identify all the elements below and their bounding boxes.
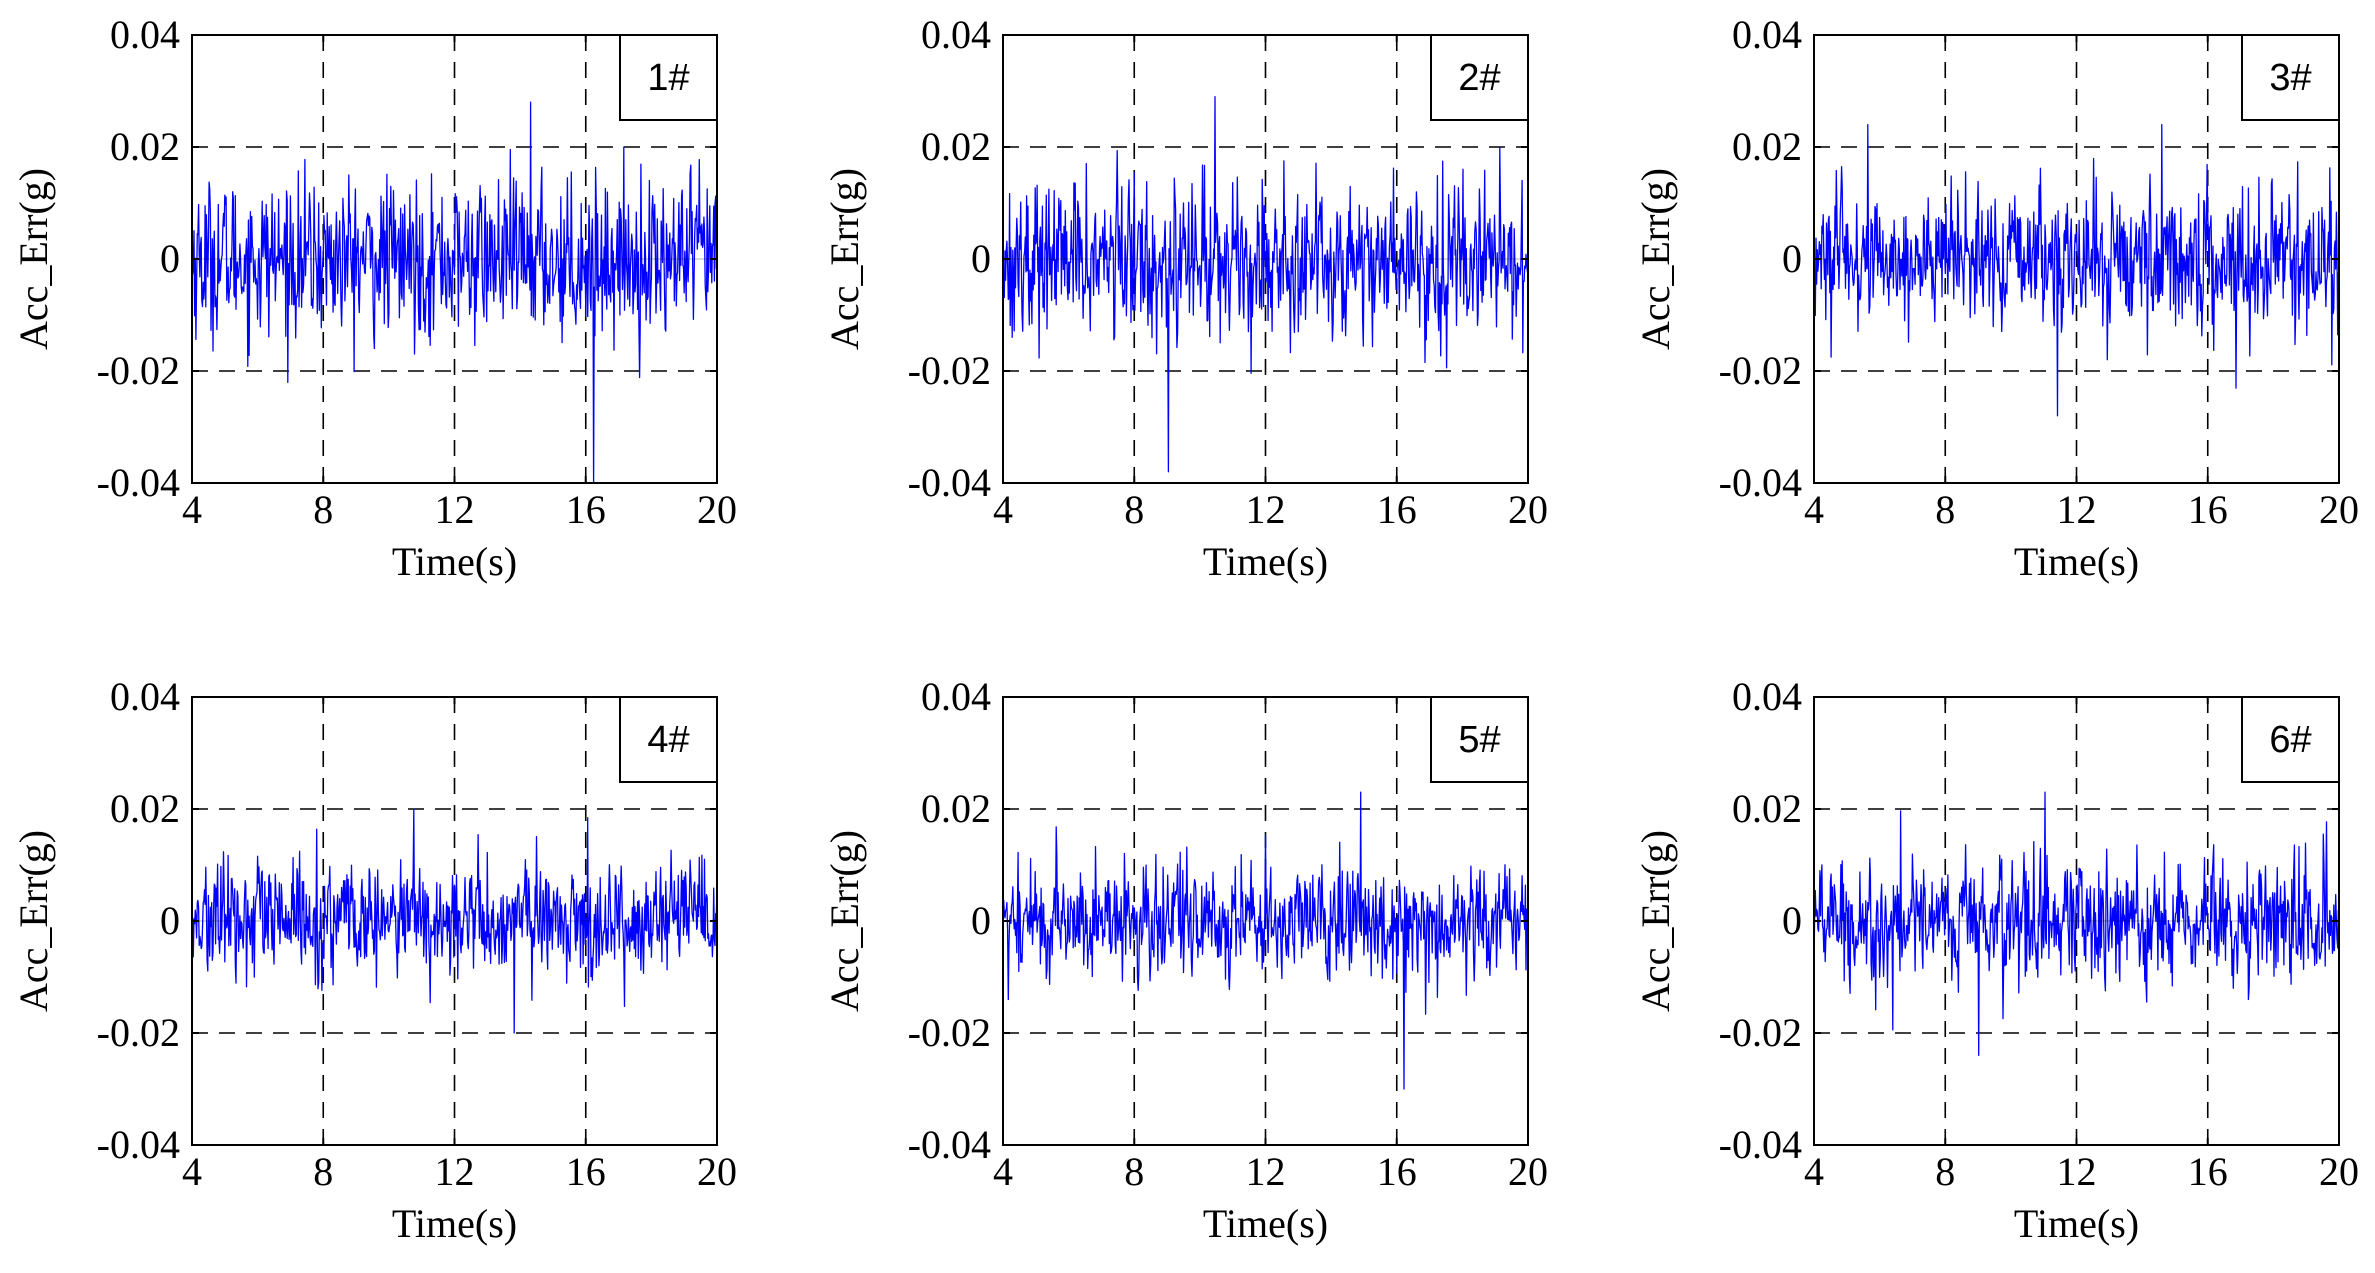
- y-tick-label: 0.02: [110, 124, 180, 169]
- y-tick-label: -0.02: [97, 1010, 180, 1055]
- x-tick-label: 16: [2188, 487, 2228, 532]
- panel-tag-label: 5#: [1458, 719, 1500, 761]
- x-tick-label: 8: [1124, 1149, 1144, 1194]
- y-tick-label: -0.02: [1719, 348, 1802, 393]
- y-tick-label: 0: [1782, 898, 1802, 943]
- panel-tag-label: 2#: [1458, 57, 1500, 99]
- y-tick-label: 0.02: [921, 786, 991, 831]
- panel-tag-box: [2241, 696, 2340, 783]
- data-series-line: [1002, 95, 1529, 473]
- y-tick-label: 0.04: [1732, 674, 1802, 719]
- panel-5: 4 8 12 16 20 -0.04 -0.02 0 0.02 0.04 Time(s) Acc_Er…: [822, 674, 1548, 1246]
- y-tick-label: 0.04: [110, 674, 180, 719]
- x-tick-label: 20: [1508, 1149, 1548, 1194]
- x-tick-label: 4: [182, 1149, 202, 1194]
- y-tick-label: -0.04: [97, 1122, 180, 1167]
- y-tick-label: 0.04: [110, 12, 180, 57]
- y-tick-label: 0.04: [921, 12, 991, 57]
- y-tick-label: 0.02: [1732, 124, 1802, 169]
- y-tick-label: -0.04: [1719, 460, 1802, 505]
- panel-3: 4 8 12 16 20 -0.04 -0.02 0 0.02 0.04 Time(s) Acc_Er…: [1633, 12, 2359, 584]
- y-tick-label: 0: [971, 236, 991, 281]
- data-series-line: [1813, 123, 2340, 417]
- x-tick-label: 12: [2057, 1149, 2097, 1194]
- x-tick-label: 4: [1804, 1149, 1824, 1194]
- panel-tag-label: 4#: [647, 719, 689, 761]
- y-tick-label: -0.02: [97, 348, 180, 393]
- y-axis-label: Acc_Err(g): [11, 830, 56, 1012]
- y-tick-label: 0.02: [921, 124, 991, 169]
- y-tick-label: 0.04: [1732, 12, 1802, 57]
- y-tick-label: -0.04: [97, 460, 180, 505]
- x-tick-label: 20: [2319, 487, 2359, 532]
- panel-tag-box: [1430, 34, 1529, 121]
- x-tick-label: 8: [313, 1149, 333, 1194]
- y-tick-label: 0.02: [1732, 786, 1802, 831]
- data-series-line: [191, 808, 718, 1034]
- x-axis-label: Time(s): [2014, 1201, 2139, 1246]
- y-tick-label: -0.02: [908, 348, 991, 393]
- panel-2: 4 8 12 16 20 -0.04 -0.02 0 0.02 0.04 Time(s) Acc_Er…: [822, 12, 1548, 584]
- x-tick-label: 12: [435, 1149, 475, 1194]
- x-axis-label: Time(s): [1203, 539, 1328, 584]
- panel-6: 4 8 12 16 20 -0.04 -0.02 0 0.02 0.04 Time(s) Acc_Er…: [1633, 674, 2359, 1246]
- x-tick-label: 4: [182, 487, 202, 532]
- x-axis-label: Time(s): [392, 1201, 517, 1246]
- y-axis-label: Acc_Err(g): [1633, 830, 1678, 1012]
- data-series-line: [1813, 791, 2340, 1057]
- y-axis-label: Acc_Err(g): [822, 830, 867, 1012]
- x-tick-label: 4: [1804, 487, 1824, 532]
- x-tick-label: 4: [993, 1149, 1013, 1194]
- y-tick-label: -0.02: [908, 1010, 991, 1055]
- x-tick-label: 12: [1246, 487, 1286, 532]
- y-tick-label: -0.02: [1719, 1010, 1802, 1055]
- x-tick-label: 8: [1124, 487, 1144, 532]
- x-tick-label: 4: [993, 487, 1013, 532]
- y-tick-label: -0.04: [908, 460, 991, 505]
- y-tick-label: 0: [971, 898, 991, 943]
- panel-1: 4 8 12 16 20 -0.04 -0.02 0 0.02 0.04 Time(s) Acc_Er…: [11, 12, 737, 584]
- x-tick-label: 16: [2188, 1149, 2228, 1194]
- x-tick-label: 16: [566, 487, 606, 532]
- y-tick-label: 0: [160, 236, 180, 281]
- y-tick-label: 0: [1782, 236, 1802, 281]
- panel-4: 4 8 12 16 20 -0.04 -0.02 0 0.02 0.04 Time(s) Acc_Er…: [11, 674, 737, 1246]
- panel-tag-label: 1#: [647, 57, 689, 99]
- y-axis-label: Acc_Err(g): [1633, 168, 1678, 350]
- data-series-line: [1002, 791, 1529, 1090]
- x-tick-label: 8: [313, 487, 333, 532]
- x-axis-label: Time(s): [1203, 1201, 1328, 1246]
- panel-tag-box: [2241, 34, 2340, 121]
- data-series-line: [191, 101, 718, 484]
- panel-tag-box: [619, 34, 718, 121]
- x-tick-label: 12: [435, 487, 475, 532]
- panel-tag-label: 6#: [2269, 719, 2311, 761]
- panel-tag-label: 3#: [2269, 57, 2311, 99]
- y-tick-label: -0.04: [1719, 1122, 1802, 1167]
- y-tick-label: 0: [160, 898, 180, 943]
- x-tick-label: 16: [1377, 487, 1417, 532]
- x-tick-label: 12: [2057, 487, 2097, 532]
- x-tick-label: 16: [1377, 1149, 1417, 1194]
- x-tick-label: 16: [566, 1149, 606, 1194]
- x-tick-label: 8: [1935, 487, 1955, 532]
- y-tick-label: 0.02: [110, 786, 180, 831]
- x-axis-label: Time(s): [392, 539, 517, 584]
- panel-tag-box: [1430, 696, 1529, 783]
- panel-tag-box: [619, 696, 718, 783]
- x-tick-label: 12: [1246, 1149, 1286, 1194]
- x-tick-label: 20: [697, 487, 737, 532]
- x-tick-label: 20: [697, 1149, 737, 1194]
- y-tick-label: 0.04: [921, 674, 991, 719]
- x-tick-label: 8: [1935, 1149, 1955, 1194]
- x-axis-label: Time(s): [2014, 539, 2139, 584]
- x-tick-label: 20: [2319, 1149, 2359, 1194]
- x-tick-label: 20: [1508, 487, 1548, 532]
- y-tick-label: -0.04: [908, 1122, 991, 1167]
- y-axis-label: Acc_Err(g): [822, 168, 867, 350]
- y-axis-label: Acc_Err(g): [11, 168, 56, 350]
